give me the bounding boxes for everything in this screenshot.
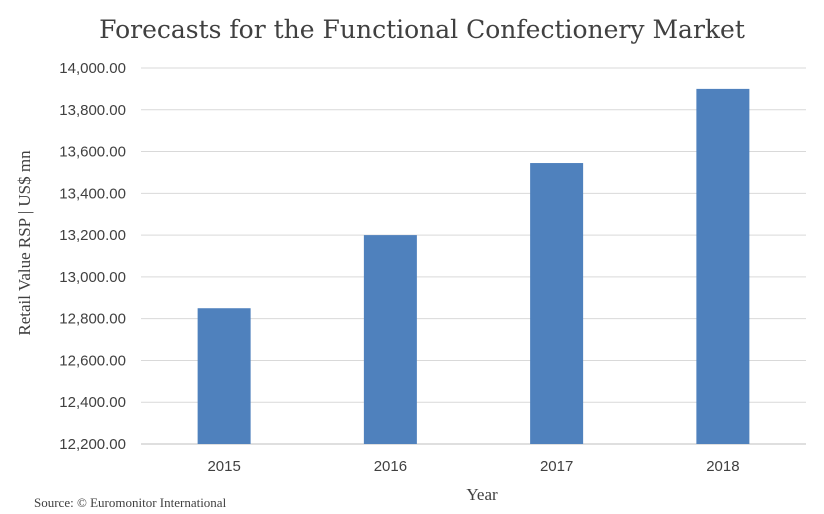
y-tick-label: 14,000.00 bbox=[59, 60, 126, 77]
y-axis-title: Retail Value RSP | US$ mn bbox=[15, 150, 34, 336]
x-axis-title: Year bbox=[466, 485, 498, 504]
bar-2016 bbox=[363, 235, 417, 444]
y-tick-label: 13,000.00 bbox=[59, 269, 126, 286]
bar-2018 bbox=[696, 88, 750, 444]
gridlines bbox=[141, 67, 806, 445]
bar-2015 bbox=[197, 308, 251, 444]
y-axis-ticks: 12,200.00 12,400.00 12,600.00 12,800.00 13,0… bbox=[59, 60, 126, 453]
x-tick-label: 2017 bbox=[540, 458, 573, 475]
y-tick-label: 12,400.00 bbox=[59, 394, 126, 411]
y-tick-label: 13,800.00 bbox=[59, 102, 126, 119]
bar-2017 bbox=[530, 163, 584, 445]
y-tick-label: 12,800.00 bbox=[59, 311, 126, 328]
y-tick-label: 12,200.00 bbox=[59, 436, 126, 453]
source-note: Source: © Euromonitor International bbox=[34, 495, 227, 510]
x-tick-label: 2016 bbox=[374, 458, 407, 475]
y-tick-label: 12,600.00 bbox=[59, 352, 126, 369]
bars bbox=[197, 88, 750, 445]
chart-title: Forecasts for the Functional Confectione… bbox=[99, 15, 745, 44]
y-tick-label: 13,200.00 bbox=[59, 227, 126, 244]
y-tick-label: 13,400.00 bbox=[59, 185, 126, 202]
x-tick-label: 2015 bbox=[207, 458, 240, 475]
y-tick-label: 13,600.00 bbox=[59, 144, 126, 161]
x-axis-ticks: 2015 2016 2017 2018 bbox=[207, 458, 739, 475]
x-tick-label: 2018 bbox=[706, 458, 739, 475]
